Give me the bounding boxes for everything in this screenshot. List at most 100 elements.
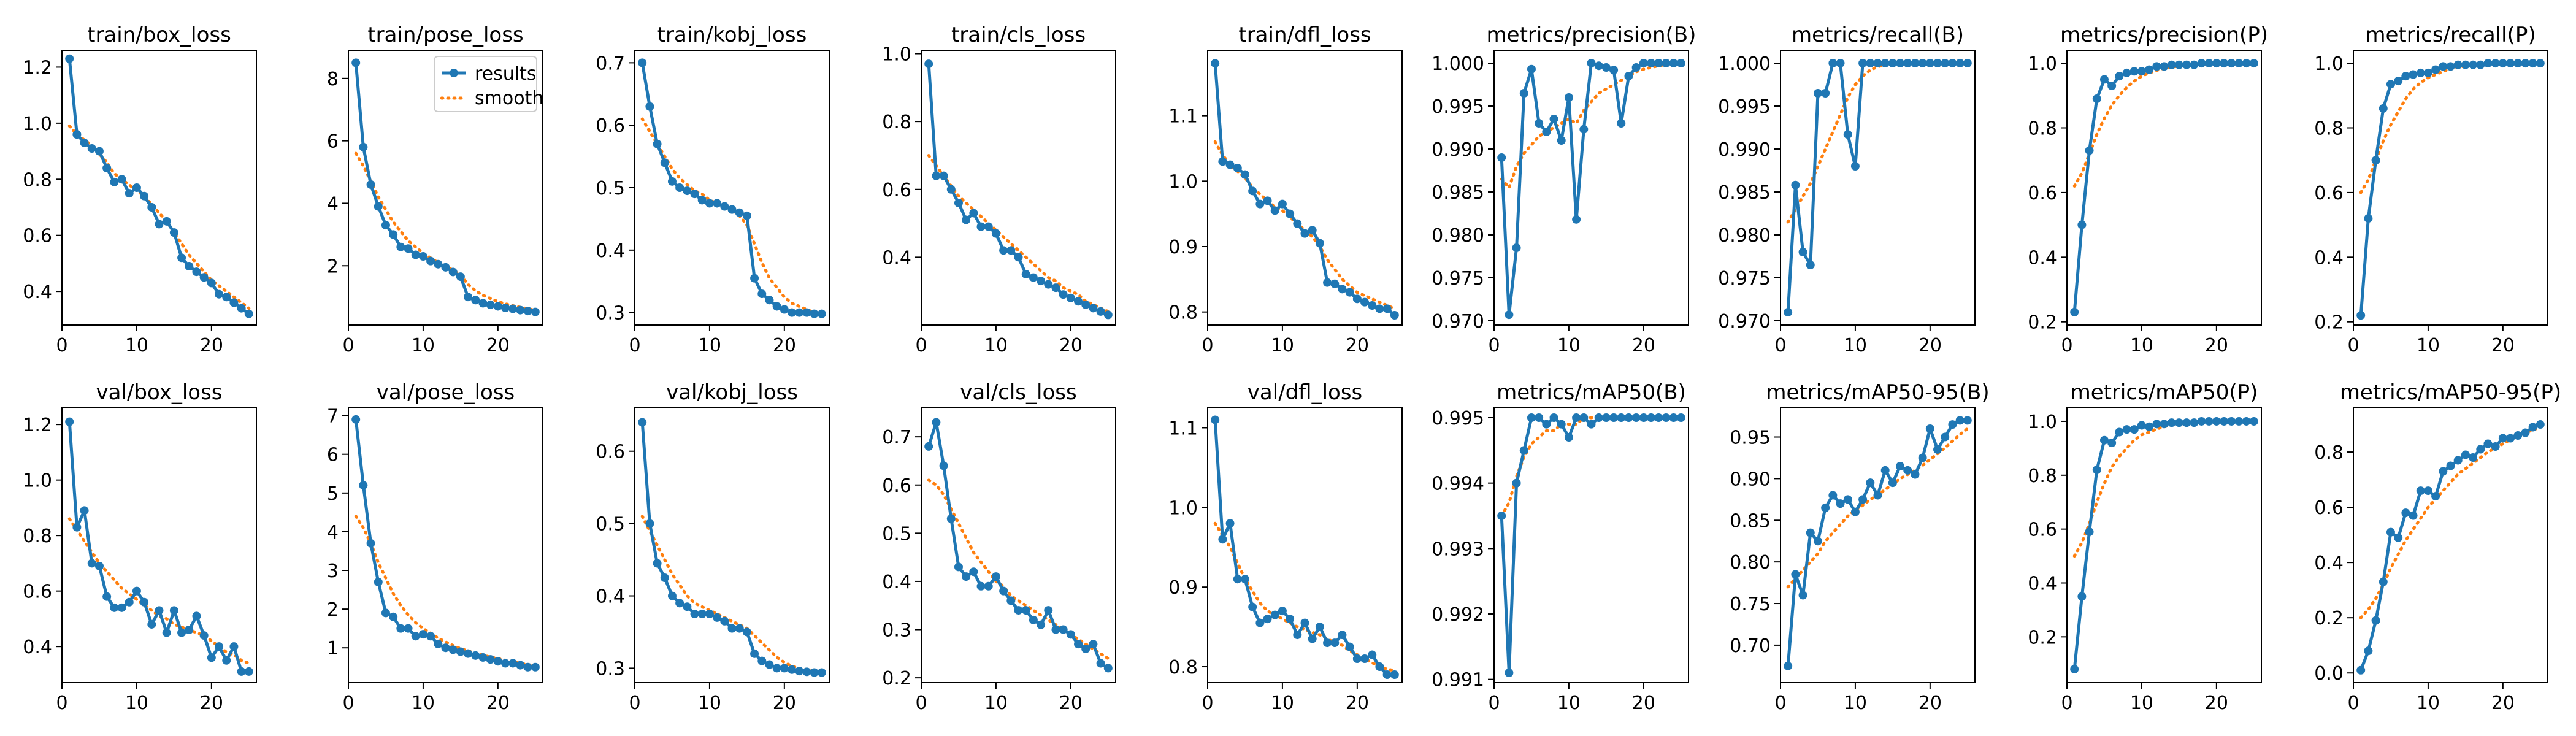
- results-data-point: [1074, 640, 1083, 649]
- results-data-point: [1948, 59, 1957, 67]
- y-tick-label: 1.1: [1168, 106, 1198, 128]
- results-data-point: [1572, 413, 1581, 422]
- results-data-point: [516, 661, 525, 670]
- results-data-point: [471, 296, 480, 305]
- y-tick-label: 0.80: [1730, 552, 1771, 573]
- y-tick-label: 0.8: [2314, 118, 2344, 139]
- subplot-title: metrics/recall(P): [2365, 23, 2536, 47]
- results-data-point: [244, 309, 253, 318]
- results-data-point: [817, 668, 826, 677]
- results-data-point: [1081, 300, 1091, 309]
- results-data-point: [1564, 93, 1573, 102]
- results-data-point: [2461, 450, 2470, 459]
- x-tick-label: 0: [342, 692, 354, 714]
- results-data-point: [1293, 631, 1302, 640]
- results-data-point: [2498, 59, 2507, 68]
- results-data-point: [976, 222, 986, 231]
- results-data-point: [1382, 304, 1392, 313]
- results-data-point: [2416, 68, 2425, 77]
- results-data-point: [2174, 418, 2183, 427]
- subplot-title: val/cls_loss: [960, 380, 1076, 405]
- results-data-point: [396, 242, 405, 251]
- y-tick-label: 0.8: [1168, 657, 1198, 678]
- results-data-point: [441, 263, 450, 272]
- results-data-point: [772, 664, 781, 673]
- results-data-point: [1850, 162, 1860, 171]
- results-data-point: [1315, 623, 1324, 632]
- plot-frame: [921, 407, 1116, 683]
- results-data-point: [185, 626, 194, 635]
- x-tick-label: 0: [915, 335, 927, 356]
- results-data-point: [1933, 59, 1942, 67]
- results-data-point: [969, 209, 978, 218]
- results-data-point: [1925, 59, 1934, 67]
- subplot-train-dfl-loss: train/dfl_loss 0 10 20 0.8 0.9 1.0 1.1: [1168, 23, 1403, 356]
- legend-smooth-label: smooth: [475, 88, 543, 109]
- results-data-point: [2077, 220, 2087, 229]
- subplot-train-cls-loss: train/cls_loss 0 10 20 0.4 0.6 0.8 1.0: [882, 23, 1116, 356]
- x-tick-label: 0: [1774, 692, 1786, 714]
- results-data-point: [125, 597, 134, 607]
- y-tick-label: 0.90: [1730, 469, 1771, 490]
- results-data-point: [366, 180, 375, 189]
- y-tick-label: 1.000: [1718, 53, 1771, 75]
- results-data-point: [2190, 418, 2199, 427]
- y-tick-label: 0.2: [882, 668, 911, 689]
- results-data-point: [147, 619, 156, 629]
- results-data-point: [780, 664, 789, 673]
- results-data-point: [999, 586, 1008, 596]
- results-data-point: [2070, 307, 2079, 316]
- results-data-point: [810, 309, 819, 318]
- results-data-point: [1806, 528, 1815, 537]
- results-data-point: [2536, 420, 2545, 429]
- results-data-point: [2453, 60, 2463, 69]
- results-data-point: [1345, 642, 1354, 651]
- results-data-point: [2401, 508, 2410, 518]
- y-tick-label: 0.70: [1730, 635, 1771, 657]
- results-data-point: [660, 573, 669, 583]
- results-data-point: [1368, 301, 1377, 310]
- results-data-point: [471, 651, 480, 660]
- results-data-point: [638, 58, 647, 67]
- y-tick-label: 1.2: [23, 57, 52, 79]
- results-data-point: [675, 599, 684, 608]
- results-data-point: [381, 608, 390, 618]
- results-data-point: [750, 274, 759, 283]
- results-data-point: [1345, 288, 1354, 297]
- results-data-point: [817, 309, 826, 318]
- subplot-title: metrics/precision(B): [1487, 23, 1696, 47]
- results-data-point: [2115, 72, 2124, 81]
- results-data-point: [2152, 62, 2161, 71]
- y-tick-label: 1.0: [2314, 53, 2344, 75]
- y-tick-label: 6: [327, 131, 339, 153]
- y-tick-label: 1.0: [23, 113, 52, 135]
- plot-frame: [634, 50, 830, 326]
- results-data-point: [80, 138, 89, 147]
- y-tick-label: 0.8: [2028, 466, 2057, 487]
- results-data-point: [765, 660, 774, 669]
- y-tick-label: 1.0: [1168, 171, 1198, 193]
- y-tick-label: 0.975: [1718, 268, 1771, 289]
- results-data-point: [2242, 416, 2251, 426]
- results-data-point: [199, 631, 209, 640]
- results-data-point: [1617, 119, 1626, 128]
- x-tick-label: 10: [2417, 692, 2440, 714]
- results-data-point: [1925, 424, 1934, 433]
- results-data-point: [1866, 59, 1875, 67]
- results-data-point: [1375, 304, 1384, 313]
- results-data-point: [932, 418, 941, 427]
- results-data-point: [757, 656, 767, 665]
- results-data-point: [1248, 186, 1257, 196]
- results-data-point: [87, 559, 96, 568]
- results-data-point: [237, 304, 246, 313]
- subplot-title: metrics/mAP50-95(P): [2340, 380, 2561, 405]
- smooth-series-line: [1786, 61, 1969, 224]
- subplot-val-dfl-loss: val/dfl_loss 0 10 20 0.8 0.9 1.0 1.1: [1168, 380, 1403, 714]
- x-tick-label: 10: [984, 692, 1008, 714]
- x-tick-label: 0: [56, 692, 67, 714]
- results-data-point: [1497, 153, 1506, 162]
- results-data-point: [418, 630, 427, 639]
- y-tick-label: 0.8: [2314, 442, 2344, 464]
- results-data-point: [359, 481, 368, 490]
- results-data-point: [1352, 654, 1362, 664]
